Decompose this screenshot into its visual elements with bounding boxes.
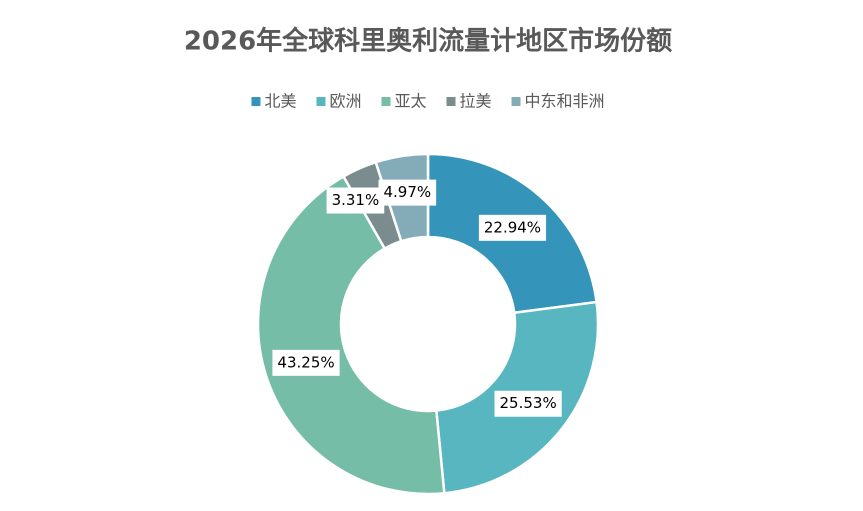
legend-label: 拉美 xyxy=(460,92,492,111)
data-label: 43.25% xyxy=(272,349,340,376)
data-label: 22.94% xyxy=(478,214,547,241)
data-label-text: 43.25% xyxy=(277,353,334,371)
legend-label: 欧洲 xyxy=(329,92,361,111)
donut-slice xyxy=(256,174,446,496)
data-label: 4.97% xyxy=(378,179,437,206)
data-label: 3.31% xyxy=(326,187,385,214)
legend-label: 中东和非洲 xyxy=(525,92,605,111)
data-label: 25.53% xyxy=(494,390,562,417)
legend-swatch xyxy=(511,97,521,106)
data-label-bg xyxy=(478,214,547,241)
legend-swatch xyxy=(251,97,261,106)
data-label-bg xyxy=(378,179,437,206)
data-label-bg xyxy=(272,349,340,376)
data-label-text: 25.53% xyxy=(500,394,557,412)
legend-label: 亚太 xyxy=(394,92,426,111)
legend-swatch xyxy=(381,97,391,106)
legend: 北美 欧洲 亚太 拉美 中东和非洲 xyxy=(251,92,605,111)
data-label-text: 22.94% xyxy=(484,218,541,236)
legend-swatch xyxy=(316,97,326,106)
legend-swatch xyxy=(446,97,456,106)
data-label-text: 4.97% xyxy=(383,183,431,201)
legend-label: 北美 xyxy=(264,92,296,111)
chart-title: 2026年全球科里奥利流量计地区市场份额 xyxy=(184,26,672,57)
data-label-bg xyxy=(494,390,562,417)
data-label-text: 3.31% xyxy=(332,191,380,209)
data-label-bg xyxy=(326,187,385,214)
